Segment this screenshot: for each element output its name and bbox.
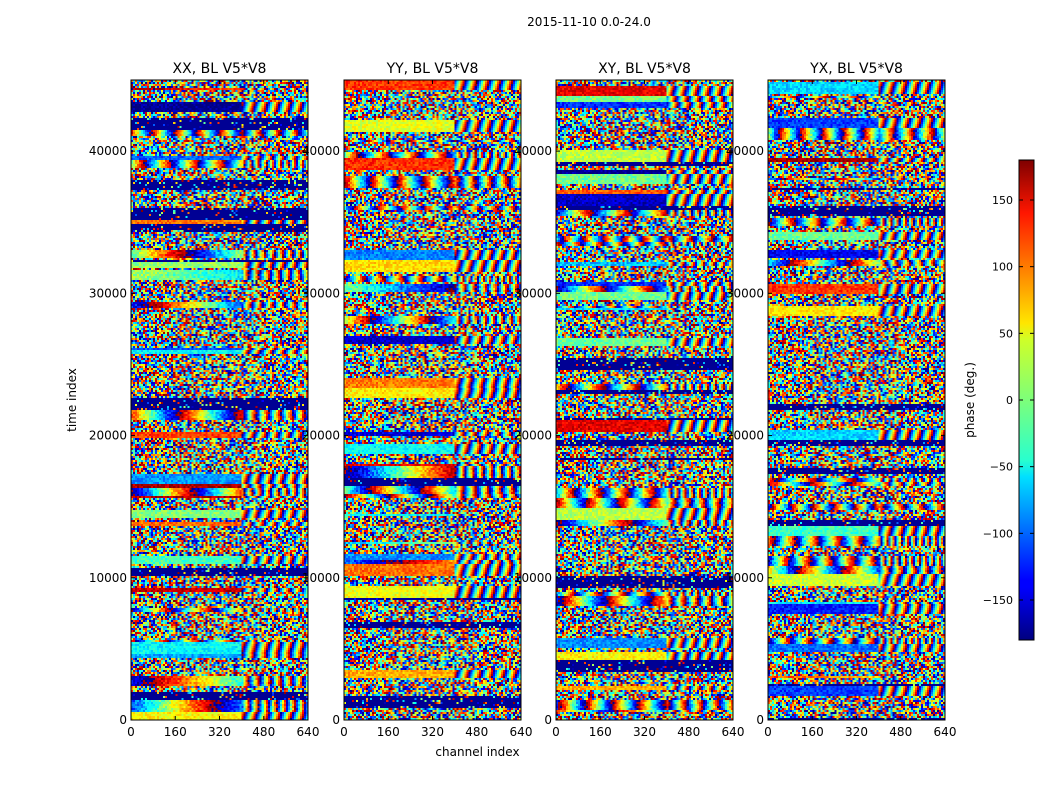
colorbar-tick-label: −150 [983,594,1013,607]
y-tick-label: 30000 [89,286,127,300]
x-tick-label: 0 [127,725,135,739]
y-tick-label: 0 [544,713,552,727]
heatmap-image-1 [344,80,521,720]
colorbar-tick-label: 0 [1006,394,1013,407]
x-tick-label: 0 [340,725,348,739]
y-tick-label: 30000 [726,286,764,300]
colorbar-label: phase (deg.) [963,362,977,438]
panel-2: XY, BL V5*V8 0 160 320 480 640 0 10000 20000 3000… [514,61,745,739]
y-tick-label: 20000 [302,429,340,443]
x-tick-label: 480 [252,725,275,739]
panel-0: XX, BL V5*V8 0 160 320 480 640 0 10000 20000 3000… [65,61,319,739]
x-tick-label: 640 [297,725,320,739]
panel-title: YX, BL V5*V8 [809,61,903,77]
y-tick-label: 40000 [514,144,552,158]
x-axis-label: channel index [435,745,519,759]
x-tick-label: 0 [552,725,560,739]
y-axis-label: time index [65,368,79,432]
y-tick-label: 20000 [514,429,552,443]
x-tick-label: 320 [208,725,231,739]
colorbar-tick-label: 50 [999,327,1013,340]
y-tick-label: 40000 [89,144,127,158]
x-tick-label: 640 [934,725,957,739]
heatmap-image-3 [768,80,945,720]
y-tick-label: 0 [119,713,127,727]
x-tick-label: 320 [633,725,656,739]
y-tick-label: 10000 [514,571,552,585]
panel-title: YY, BL V5*V8 [386,61,479,77]
y-tick-label: 20000 [726,429,764,443]
y-tick-label: 20000 [89,429,127,443]
y-tick-label: 40000 [726,144,764,158]
figure-suptitle: 2015-11-10 0.0-24.0 [527,15,651,29]
panel-title: XX, BL V5*V8 [173,61,267,77]
panel-title: XY, BL V5*V8 [598,61,691,77]
y-tick-label: 40000 [302,144,340,158]
y-tick-label: 30000 [514,286,552,300]
x-tick-label: 160 [589,725,612,739]
x-tick-label: 480 [465,725,488,739]
x-tick-label: 0 [764,725,772,739]
colorbar-tick-label: −100 [983,527,1013,540]
y-tick-label: 10000 [89,571,127,585]
y-tick-label: 30000 [302,286,340,300]
x-tick-label: 320 [845,725,868,739]
heatmap-image-2 [556,80,733,720]
panel-1: YY, BL V5*V8 0 160 320 480 640 0 10000 20000 3000… [302,61,533,759]
y-tick-label: 0 [332,713,340,727]
panel-3: YX, BL V5*V8 0 160 320 480 640 0 10000 20000 3000… [726,61,957,739]
colorbar-tick-label: 150 [992,194,1013,207]
y-tick-label: 0 [756,713,764,727]
x-tick-label: 160 [801,725,824,739]
colorbar-tick-label: −50 [990,461,1013,474]
colorbar-tick-label: 100 [992,261,1013,274]
x-tick-label: 480 [677,725,700,739]
y-tick-label: 10000 [302,571,340,585]
x-tick-label: 640 [510,725,533,739]
x-tick-label: 480 [889,725,912,739]
y-tick-label: 10000 [726,571,764,585]
x-tick-label: 160 [377,725,400,739]
x-tick-label: 320 [421,725,444,739]
x-tick-label: 160 [164,725,187,739]
x-tick-label: 640 [722,725,745,739]
heatmap-image-0 [131,80,308,720]
colorbar: −150 −100 −50 0 50 100 150 phase (deg.) [963,159,1035,641]
